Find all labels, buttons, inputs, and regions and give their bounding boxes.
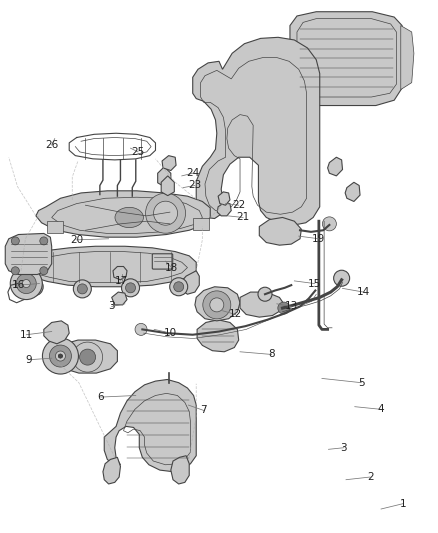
Text: 18: 18 <box>165 263 178 272</box>
Circle shape <box>73 342 102 372</box>
Polygon shape <box>218 192 230 205</box>
Text: 22: 22 <box>232 200 245 210</box>
Polygon shape <box>44 321 69 344</box>
Polygon shape <box>36 191 210 237</box>
Polygon shape <box>112 292 127 305</box>
Text: 23: 23 <box>188 181 201 190</box>
Text: 26: 26 <box>45 140 58 150</box>
Text: 10: 10 <box>164 328 177 338</box>
Polygon shape <box>328 157 343 176</box>
Circle shape <box>174 282 184 292</box>
Text: 1: 1 <box>399 499 406 508</box>
Polygon shape <box>162 156 176 171</box>
Circle shape <box>58 354 63 358</box>
Circle shape <box>278 302 290 314</box>
Circle shape <box>29 282 39 292</box>
Text: 12: 12 <box>229 310 242 319</box>
Circle shape <box>154 201 177 225</box>
Circle shape <box>49 345 71 367</box>
Circle shape <box>210 298 224 312</box>
Text: 9: 9 <box>25 355 32 365</box>
Polygon shape <box>5 233 52 274</box>
Circle shape <box>58 354 63 358</box>
Text: 11: 11 <box>20 330 33 340</box>
Text: 13: 13 <box>285 302 298 311</box>
Polygon shape <box>18 271 36 294</box>
Circle shape <box>11 266 19 275</box>
Circle shape <box>121 279 140 297</box>
Text: 4: 4 <box>378 405 385 414</box>
Text: 5: 5 <box>358 378 365 387</box>
FancyBboxPatch shape <box>152 254 173 269</box>
Circle shape <box>135 324 147 335</box>
Circle shape <box>40 266 48 275</box>
Text: 3: 3 <box>108 302 115 311</box>
Circle shape <box>11 237 19 245</box>
Polygon shape <box>17 246 196 287</box>
Polygon shape <box>259 217 301 245</box>
Circle shape <box>80 349 95 365</box>
Circle shape <box>58 354 63 358</box>
Bar <box>193 218 208 230</box>
Polygon shape <box>345 182 360 201</box>
Text: 16: 16 <box>12 280 25 290</box>
Circle shape <box>40 237 48 245</box>
Circle shape <box>322 217 336 231</box>
Circle shape <box>42 338 78 374</box>
Circle shape <box>73 280 92 298</box>
Polygon shape <box>195 287 240 321</box>
Text: 17: 17 <box>115 277 128 286</box>
Polygon shape <box>113 266 127 280</box>
Circle shape <box>56 351 65 361</box>
Polygon shape <box>103 457 120 484</box>
Text: 15: 15 <box>308 279 321 288</box>
Circle shape <box>58 354 63 358</box>
Text: 3: 3 <box>340 443 347 453</box>
Polygon shape <box>290 12 402 106</box>
Circle shape <box>25 278 43 296</box>
Polygon shape <box>217 203 231 216</box>
Polygon shape <box>158 167 171 187</box>
Text: 2: 2 <box>367 472 374 482</box>
Polygon shape <box>401 26 414 90</box>
Polygon shape <box>171 456 189 484</box>
Polygon shape <box>193 37 320 225</box>
Text: 19: 19 <box>312 234 325 244</box>
Circle shape <box>258 287 272 301</box>
Circle shape <box>16 273 36 294</box>
Circle shape <box>10 268 42 300</box>
Circle shape <box>334 270 350 286</box>
Polygon shape <box>180 271 199 294</box>
Text: 7: 7 <box>200 406 207 415</box>
Text: 14: 14 <box>357 287 370 297</box>
Circle shape <box>126 283 135 293</box>
Text: 6: 6 <box>97 392 104 402</box>
Text: 8: 8 <box>268 350 275 359</box>
Text: 25: 25 <box>131 147 145 157</box>
Ellipse shape <box>115 207 143 228</box>
Polygon shape <box>161 176 174 196</box>
Bar <box>47 221 63 232</box>
Text: 24: 24 <box>186 168 199 178</box>
Circle shape <box>145 193 186 233</box>
Polygon shape <box>58 340 117 373</box>
Polygon shape <box>104 379 196 472</box>
Polygon shape <box>240 292 284 317</box>
Circle shape <box>170 278 188 296</box>
Text: 21: 21 <box>237 213 250 222</box>
Text: 20: 20 <box>70 235 83 245</box>
Circle shape <box>22 279 30 288</box>
Circle shape <box>78 284 87 294</box>
Polygon shape <box>197 320 239 352</box>
Circle shape <box>203 291 231 319</box>
